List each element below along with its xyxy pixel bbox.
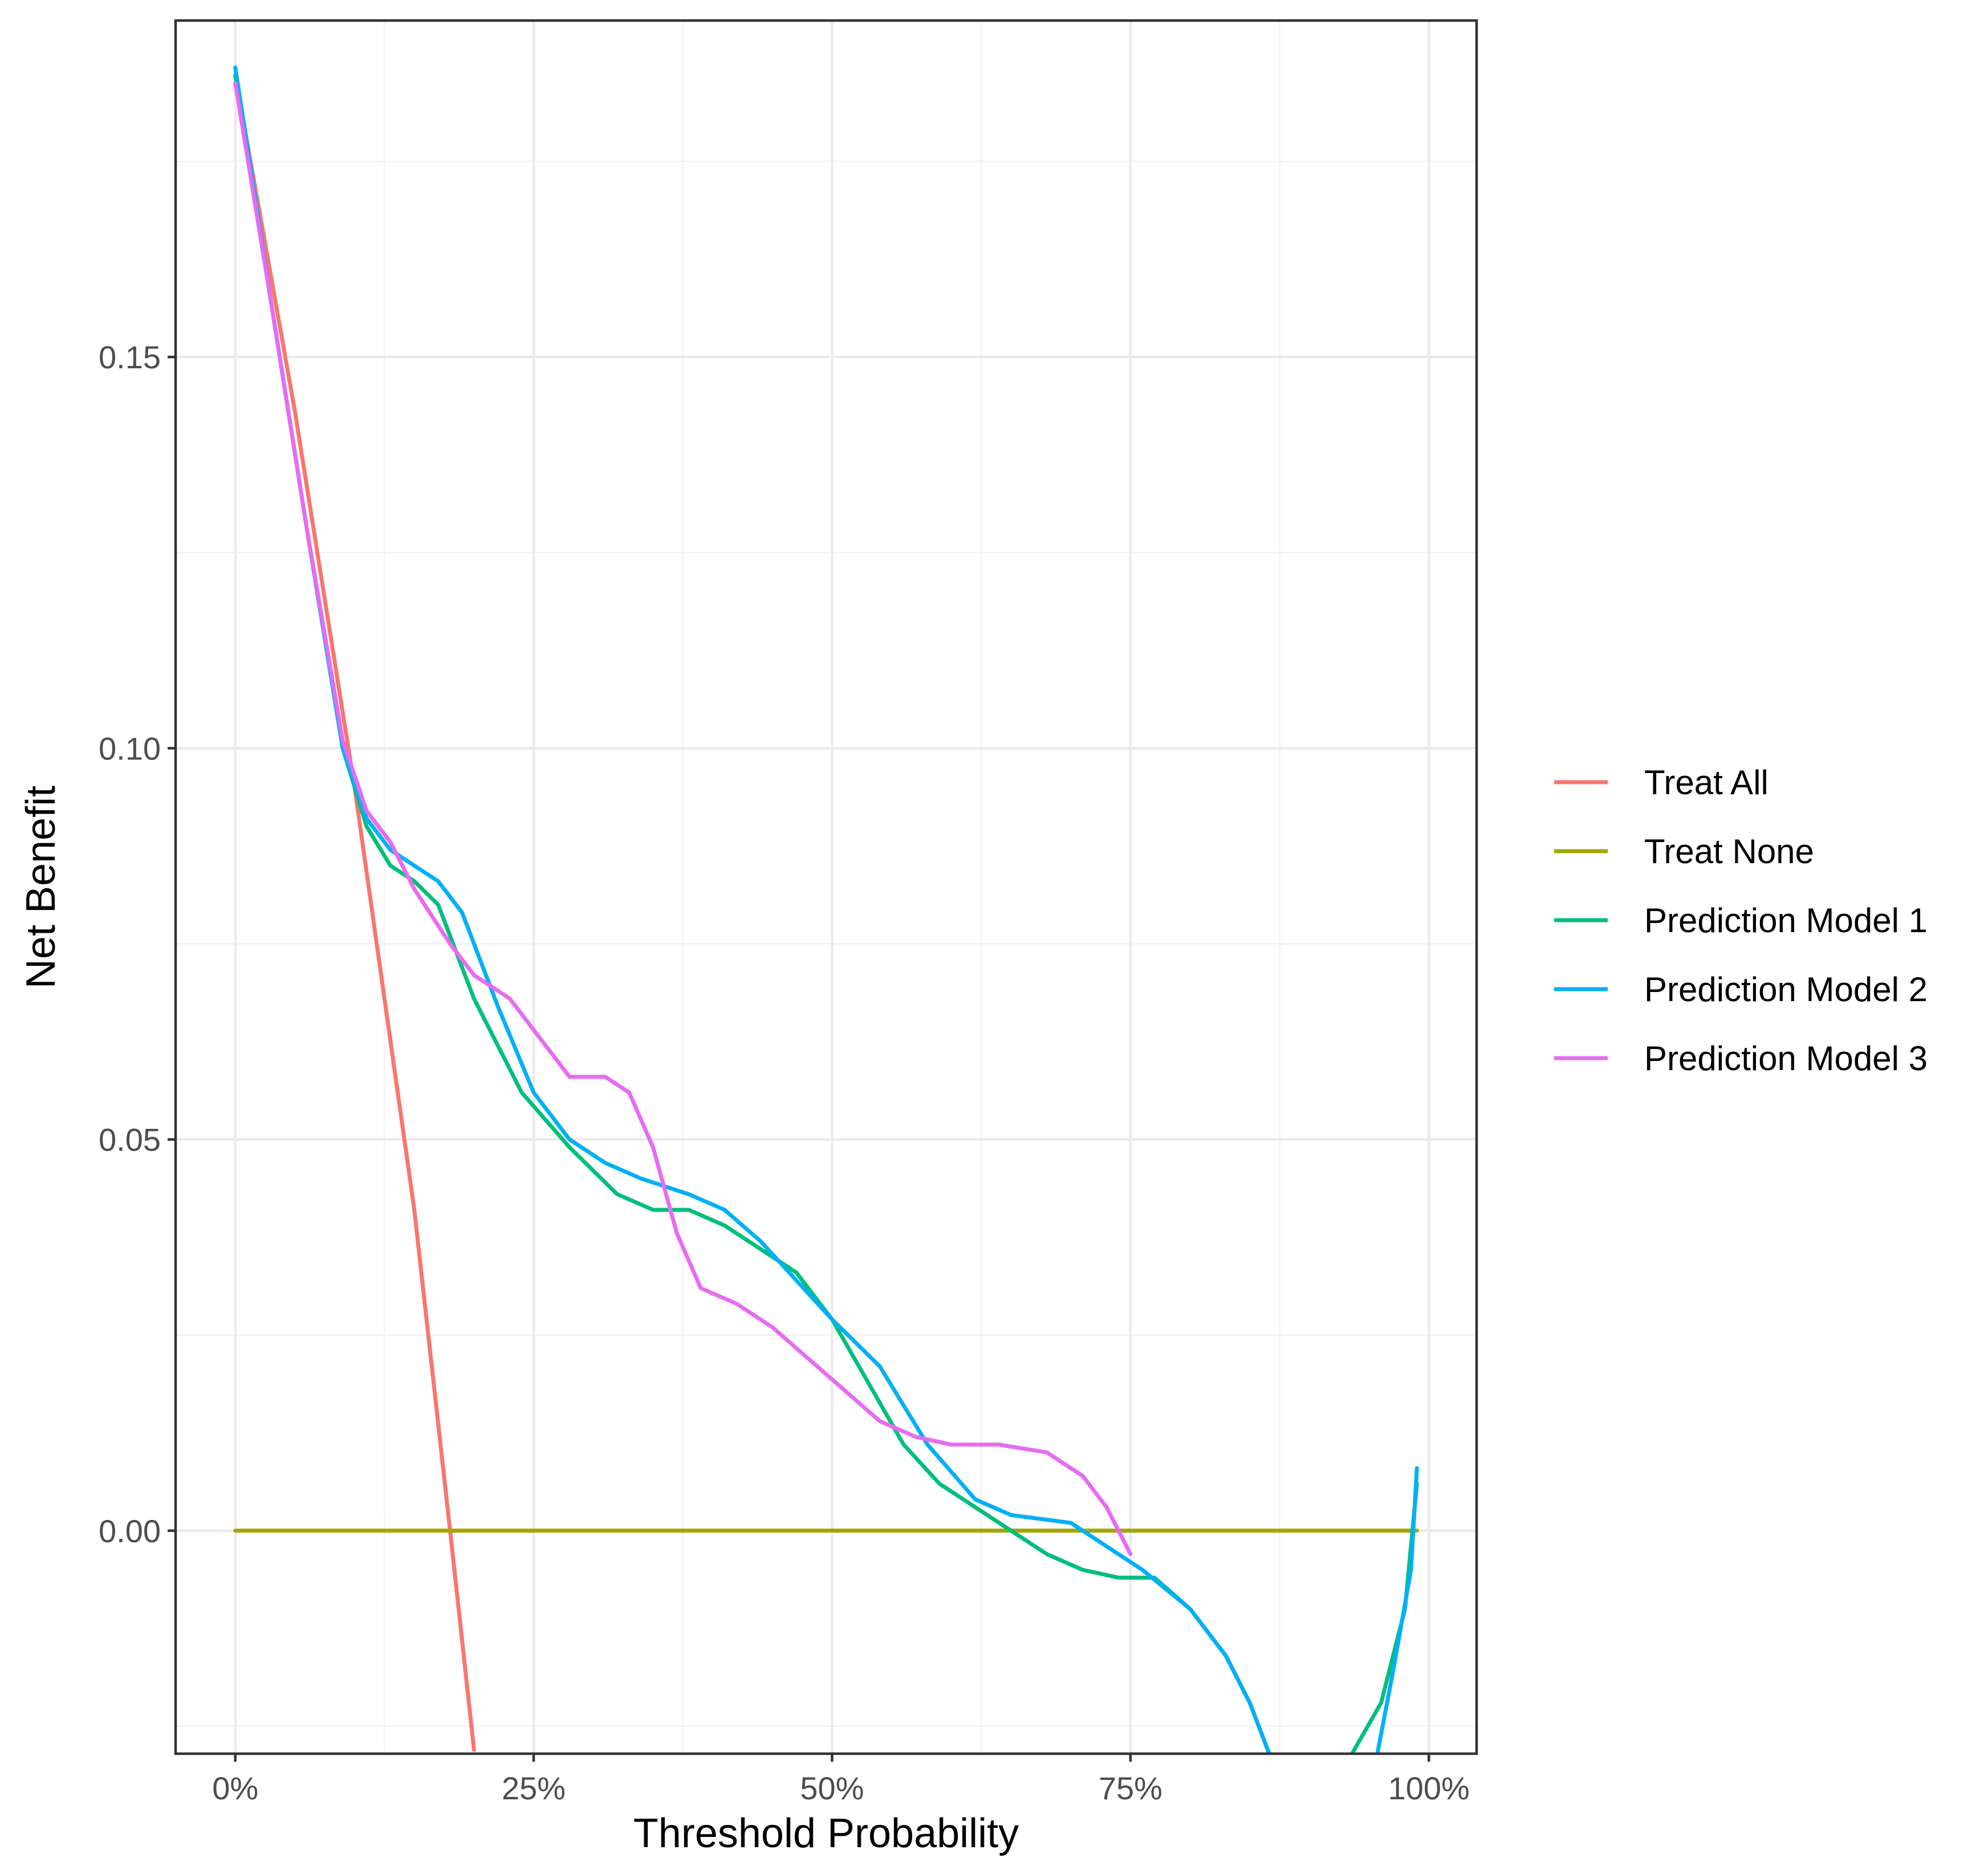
- legend-label-prediction-model-3: Prediction Model 3: [1644, 1039, 1928, 1078]
- x-axis-title: Threshold Probability: [633, 1811, 1019, 1856]
- legend-label-treat-all: Treat All: [1644, 763, 1769, 802]
- x-tick-label: 50%: [800, 1770, 864, 1806]
- grid-minor: [176, 21, 1477, 1754]
- series-line-treat-all: [233, 73, 476, 1752]
- x-tick-label: 75%: [1099, 1770, 1162, 1806]
- legend-label-prediction-model-1: Prediction Model 1: [1644, 901, 1928, 940]
- y-axis-title: Net Benefit: [18, 786, 64, 989]
- x-tick-label: 0%: [212, 1770, 258, 1806]
- y-tick-label: 0.15: [99, 339, 161, 375]
- legend: Treat All Treat None Prediction Model 1 Pre…: [1554, 763, 1928, 1078]
- legend-label-treat-none: Treat None: [1644, 832, 1814, 871]
- y-tick-label: 0.10: [99, 730, 161, 766]
- legend-label-prediction-model-2: Prediction Model 2: [1644, 970, 1928, 1009]
- series-line-prediction-model-3: [233, 81, 1133, 1556]
- y-tick-label: 0.00: [99, 1513, 161, 1549]
- y-tick-label: 0.05: [99, 1122, 161, 1158]
- series-line-prediction-model-2: [233, 65, 1419, 1754]
- x-axis: 0% 25% 50% 75% 100%: [212, 1754, 1470, 1806]
- series-layer: [233, 65, 1419, 1754]
- x-tick-label: 100%: [1388, 1770, 1470, 1806]
- x-tick-label: 25%: [502, 1770, 566, 1806]
- panel-border: [174, 19, 1478, 1755]
- y-axis: 0.00 0.05 0.10 0.15: [99, 339, 176, 1549]
